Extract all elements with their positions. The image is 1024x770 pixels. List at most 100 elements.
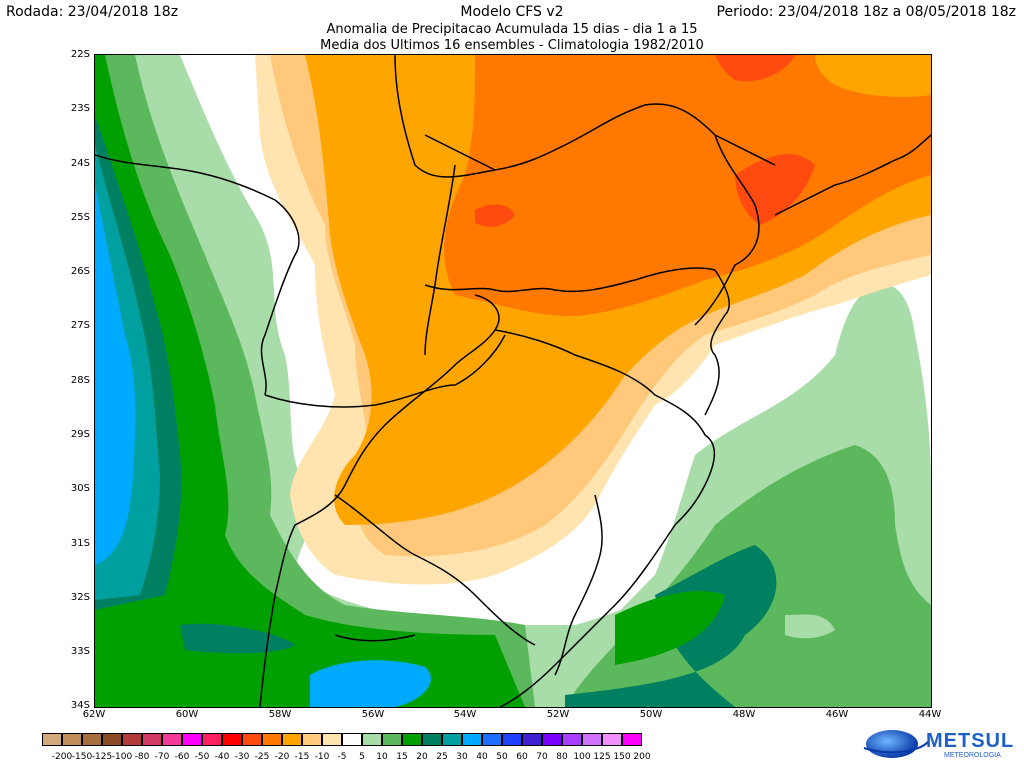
lon-label: 48W — [732, 709, 756, 720]
model-title: Modelo CFS v2 — [460, 4, 564, 20]
legend-label: -30 — [234, 752, 250, 762]
legend-swatch — [502, 733, 522, 746]
logo-brand: METSUL — [926, 730, 1015, 752]
rodada-label: Rodada: 23/04/2018 18z — [6, 4, 179, 20]
legend-swatch — [402, 733, 422, 746]
legend-swatch — [542, 733, 562, 746]
legend-label: 150 — [613, 752, 631, 762]
legend-swatch — [482, 733, 502, 746]
legend-swatch — [322, 733, 342, 746]
legend-swatch — [102, 733, 122, 746]
legend-label: -60 — [174, 752, 190, 762]
legend-label: -80 — [134, 752, 150, 762]
globe-icon — [863, 730, 929, 758]
lon-label: 50W — [639, 709, 663, 720]
legend-label: -40 — [214, 752, 230, 762]
legend-label: 70 — [536, 752, 548, 762]
legend-swatch — [262, 733, 282, 746]
lat-label: 26S — [70, 266, 90, 277]
legend-label: -150 — [71, 752, 93, 762]
contour-west-40 — [95, 185, 136, 565]
legend-swatch — [62, 733, 82, 746]
legend-swatch — [562, 733, 582, 746]
legend-swatch — [582, 733, 602, 746]
legend-label: 60 — [516, 752, 528, 762]
legend-label: -5 — [337, 752, 347, 762]
legend-swatch — [142, 733, 162, 746]
legend-swatch — [382, 733, 402, 746]
legend-label: 10 — [376, 752, 388, 762]
contour-east-15b — [615, 591, 725, 665]
legend-label: -70 — [154, 752, 170, 762]
lat-label: 33S — [70, 646, 90, 657]
legend-label: 100 — [573, 752, 591, 762]
legend-label: -25 — [254, 752, 270, 762]
legend-label: 30 — [456, 752, 468, 762]
legend-label: -15 — [294, 752, 310, 762]
lat-label: 29S — [70, 429, 90, 440]
legend-label: -20 — [274, 752, 290, 762]
lon-label: 46W — [825, 709, 849, 720]
lat-label: 24S — [70, 158, 90, 169]
legend-label: 5 — [359, 752, 365, 762]
legend-label: 20 — [416, 752, 428, 762]
legend-swatch — [182, 733, 202, 746]
contour-west-15 — [95, 55, 525, 707]
legend-label: 25 — [436, 752, 448, 762]
legend-swatch — [422, 733, 442, 746]
contour-dry-25b — [475, 204, 515, 227]
lon-label: 60W — [175, 709, 199, 720]
lat-label: 25S — [70, 212, 90, 223]
legend-swatch — [282, 733, 302, 746]
legend-swatch — [82, 733, 102, 746]
lat-label: 32S — [70, 592, 90, 603]
contour-sw-25 — [180, 623, 295, 654]
lat-label: 23S — [70, 103, 90, 114]
metsul-logo: METSUL METEOROLOGIA — [858, 724, 1018, 766]
legend-label: -125 — [91, 752, 113, 762]
legend-swatch — [442, 733, 462, 746]
legend-label: -50 — [194, 752, 210, 762]
contour-dry-25c — [715, 55, 795, 82]
contour-east-15-island — [785, 614, 835, 639]
legend-label: 15 — [396, 752, 408, 762]
legend-label: 50 — [496, 752, 508, 762]
legend-swatch — [202, 733, 222, 746]
legend-swatch — [122, 733, 142, 746]
lat-label: 28S — [70, 375, 90, 386]
legend-label: 40 — [476, 752, 488, 762]
subtitle-anomaly: Anomalia de Precipitacao Acumulada 15 di… — [326, 22, 698, 37]
lat-label: 27S — [70, 320, 90, 331]
legend-swatch — [602, 733, 622, 746]
legend-swatch — [222, 733, 242, 746]
borders — [95, 55, 931, 707]
legend-swatch — [462, 733, 482, 746]
lat-label: 34S — [70, 700, 90, 711]
lon-label: 56W — [361, 709, 385, 720]
contour-sw-40 — [310, 660, 431, 707]
lon-label: 52W — [546, 709, 570, 720]
color-legend — [42, 733, 642, 748]
precipitation-anomaly-map — [94, 54, 932, 708]
legend-label: -10 — [314, 752, 330, 762]
legend-label: -200 — [51, 752, 73, 762]
lon-label: 54W — [453, 709, 477, 720]
lat-label: 22S — [70, 49, 90, 60]
contour-ne-15 — [815, 55, 931, 97]
legend-swatch — [162, 733, 182, 746]
map-canvas — [95, 55, 931, 707]
subtitle-ensembles: Media dos Ultimos 16 ensembles - Climato… — [320, 38, 704, 53]
legend-label: 125 — [593, 752, 611, 762]
legend-swatch — [302, 733, 322, 746]
legend-swatch — [622, 733, 642, 746]
legend-swatch — [42, 733, 62, 746]
legend-swatch — [342, 733, 362, 746]
periodo-label: Periodo: 23/04/2018 18z a 08/05/2018 18z — [716, 4, 1016, 20]
logo-tagline: METEOROLOGIA — [944, 752, 1001, 759]
legend-label: -100 — [111, 752, 133, 762]
legend-swatch — [242, 733, 262, 746]
contour-dry-20 — [444, 55, 931, 316]
legend-label: 200 — [633, 752, 651, 762]
lat-label: 31S — [70, 538, 90, 549]
lat-label: 30S — [70, 483, 90, 494]
